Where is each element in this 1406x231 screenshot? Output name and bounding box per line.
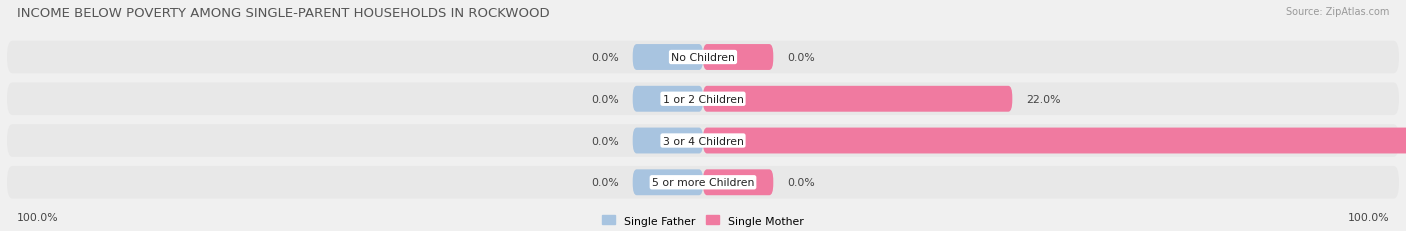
FancyBboxPatch shape xyxy=(7,83,1399,116)
Text: 22.0%: 22.0% xyxy=(1026,94,1062,104)
Text: 0.0%: 0.0% xyxy=(591,94,619,104)
FancyBboxPatch shape xyxy=(7,166,1399,199)
Text: INCOME BELOW POVERTY AMONG SINGLE-PARENT HOUSEHOLDS IN ROCKWOOD: INCOME BELOW POVERTY AMONG SINGLE-PARENT… xyxy=(17,7,550,20)
FancyBboxPatch shape xyxy=(7,42,1399,74)
Text: No Children: No Children xyxy=(671,53,735,63)
Text: 100.0%: 100.0% xyxy=(17,212,59,222)
FancyBboxPatch shape xyxy=(633,128,703,154)
FancyBboxPatch shape xyxy=(703,86,1012,112)
FancyBboxPatch shape xyxy=(633,170,703,195)
Text: 5 or more Children: 5 or more Children xyxy=(652,177,754,188)
FancyBboxPatch shape xyxy=(703,170,773,195)
Text: 3 or 4 Children: 3 or 4 Children xyxy=(662,136,744,146)
Text: 0.0%: 0.0% xyxy=(787,53,815,63)
FancyBboxPatch shape xyxy=(703,128,1406,154)
Text: 100.0%: 100.0% xyxy=(1347,212,1389,222)
Text: 1 or 2 Children: 1 or 2 Children xyxy=(662,94,744,104)
Text: 0.0%: 0.0% xyxy=(591,53,619,63)
FancyBboxPatch shape xyxy=(633,86,703,112)
FancyBboxPatch shape xyxy=(703,45,773,71)
Text: 0.0%: 0.0% xyxy=(591,177,619,188)
FancyBboxPatch shape xyxy=(633,45,703,71)
FancyBboxPatch shape xyxy=(7,125,1399,157)
Text: Source: ZipAtlas.com: Source: ZipAtlas.com xyxy=(1285,7,1389,17)
Text: 0.0%: 0.0% xyxy=(787,177,815,188)
Legend: Single Father, Single Mother: Single Father, Single Mother xyxy=(602,216,804,226)
Text: 0.0%: 0.0% xyxy=(591,136,619,146)
